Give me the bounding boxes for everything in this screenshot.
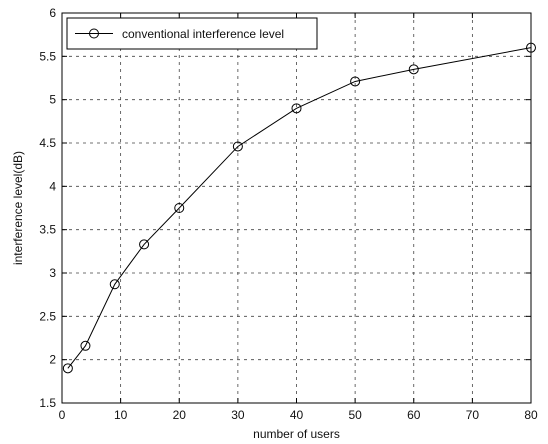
x-tick-label: 10 — [114, 408, 128, 422]
legend-label: conventional interference level — [122, 27, 284, 41]
data-point — [62, 363, 73, 374]
x-axis-label: number of users — [253, 427, 340, 441]
y-tick-label: 6 — [49, 6, 56, 20]
data-point — [174, 203, 185, 213]
data-point — [232, 141, 243, 152]
y-tick-label: 1.5 — [39, 396, 56, 410]
x-tick-label: 30 — [231, 408, 245, 422]
y-tick-label: 2 — [49, 353, 56, 367]
data-point — [526, 42, 536, 53]
data-point — [139, 239, 150, 250]
y-tick-label: 5 — [49, 93, 56, 107]
series-group — [62, 42, 536, 374]
x-tick-label: 40 — [290, 408, 304, 422]
data-point — [109, 279, 120, 290]
legend-marker — [89, 28, 99, 39]
data-point — [408, 64, 419, 75]
y-tick-label: 5.5 — [39, 49, 56, 63]
x-tick-label: 80 — [524, 408, 538, 422]
y-tick-label: 4 — [49, 179, 56, 193]
y-tick-label: 4.5 — [39, 136, 56, 150]
series-line — [67, 47, 532, 369]
x-tick-label: 50 — [348, 408, 362, 422]
y-tick-label: 3 — [49, 266, 56, 280]
x-tick-label: 70 — [466, 408, 480, 422]
axis-ticks: 0 10 20 30 40 50 60 70 80 1.5 2 2.5 3 3.5 4 4.5 5 5.5 6 — [39, 6, 538, 422]
legend: conventional interference level — [66, 17, 318, 50]
x-tick-label: 0 — [59, 408, 66, 422]
data-point — [291, 103, 302, 114]
grid-lines — [62, 13, 531, 403]
data-point — [350, 76, 361, 87]
data-point — [80, 340, 91, 351]
y-tick-label: 3.5 — [39, 223, 56, 237]
x-tick-label: 20 — [173, 408, 187, 422]
y-tick-label: 2.5 — [39, 309, 56, 323]
x-tick-label: 60 — [407, 408, 421, 422]
y-axis-label: interference level(dB) — [11, 151, 25, 265]
